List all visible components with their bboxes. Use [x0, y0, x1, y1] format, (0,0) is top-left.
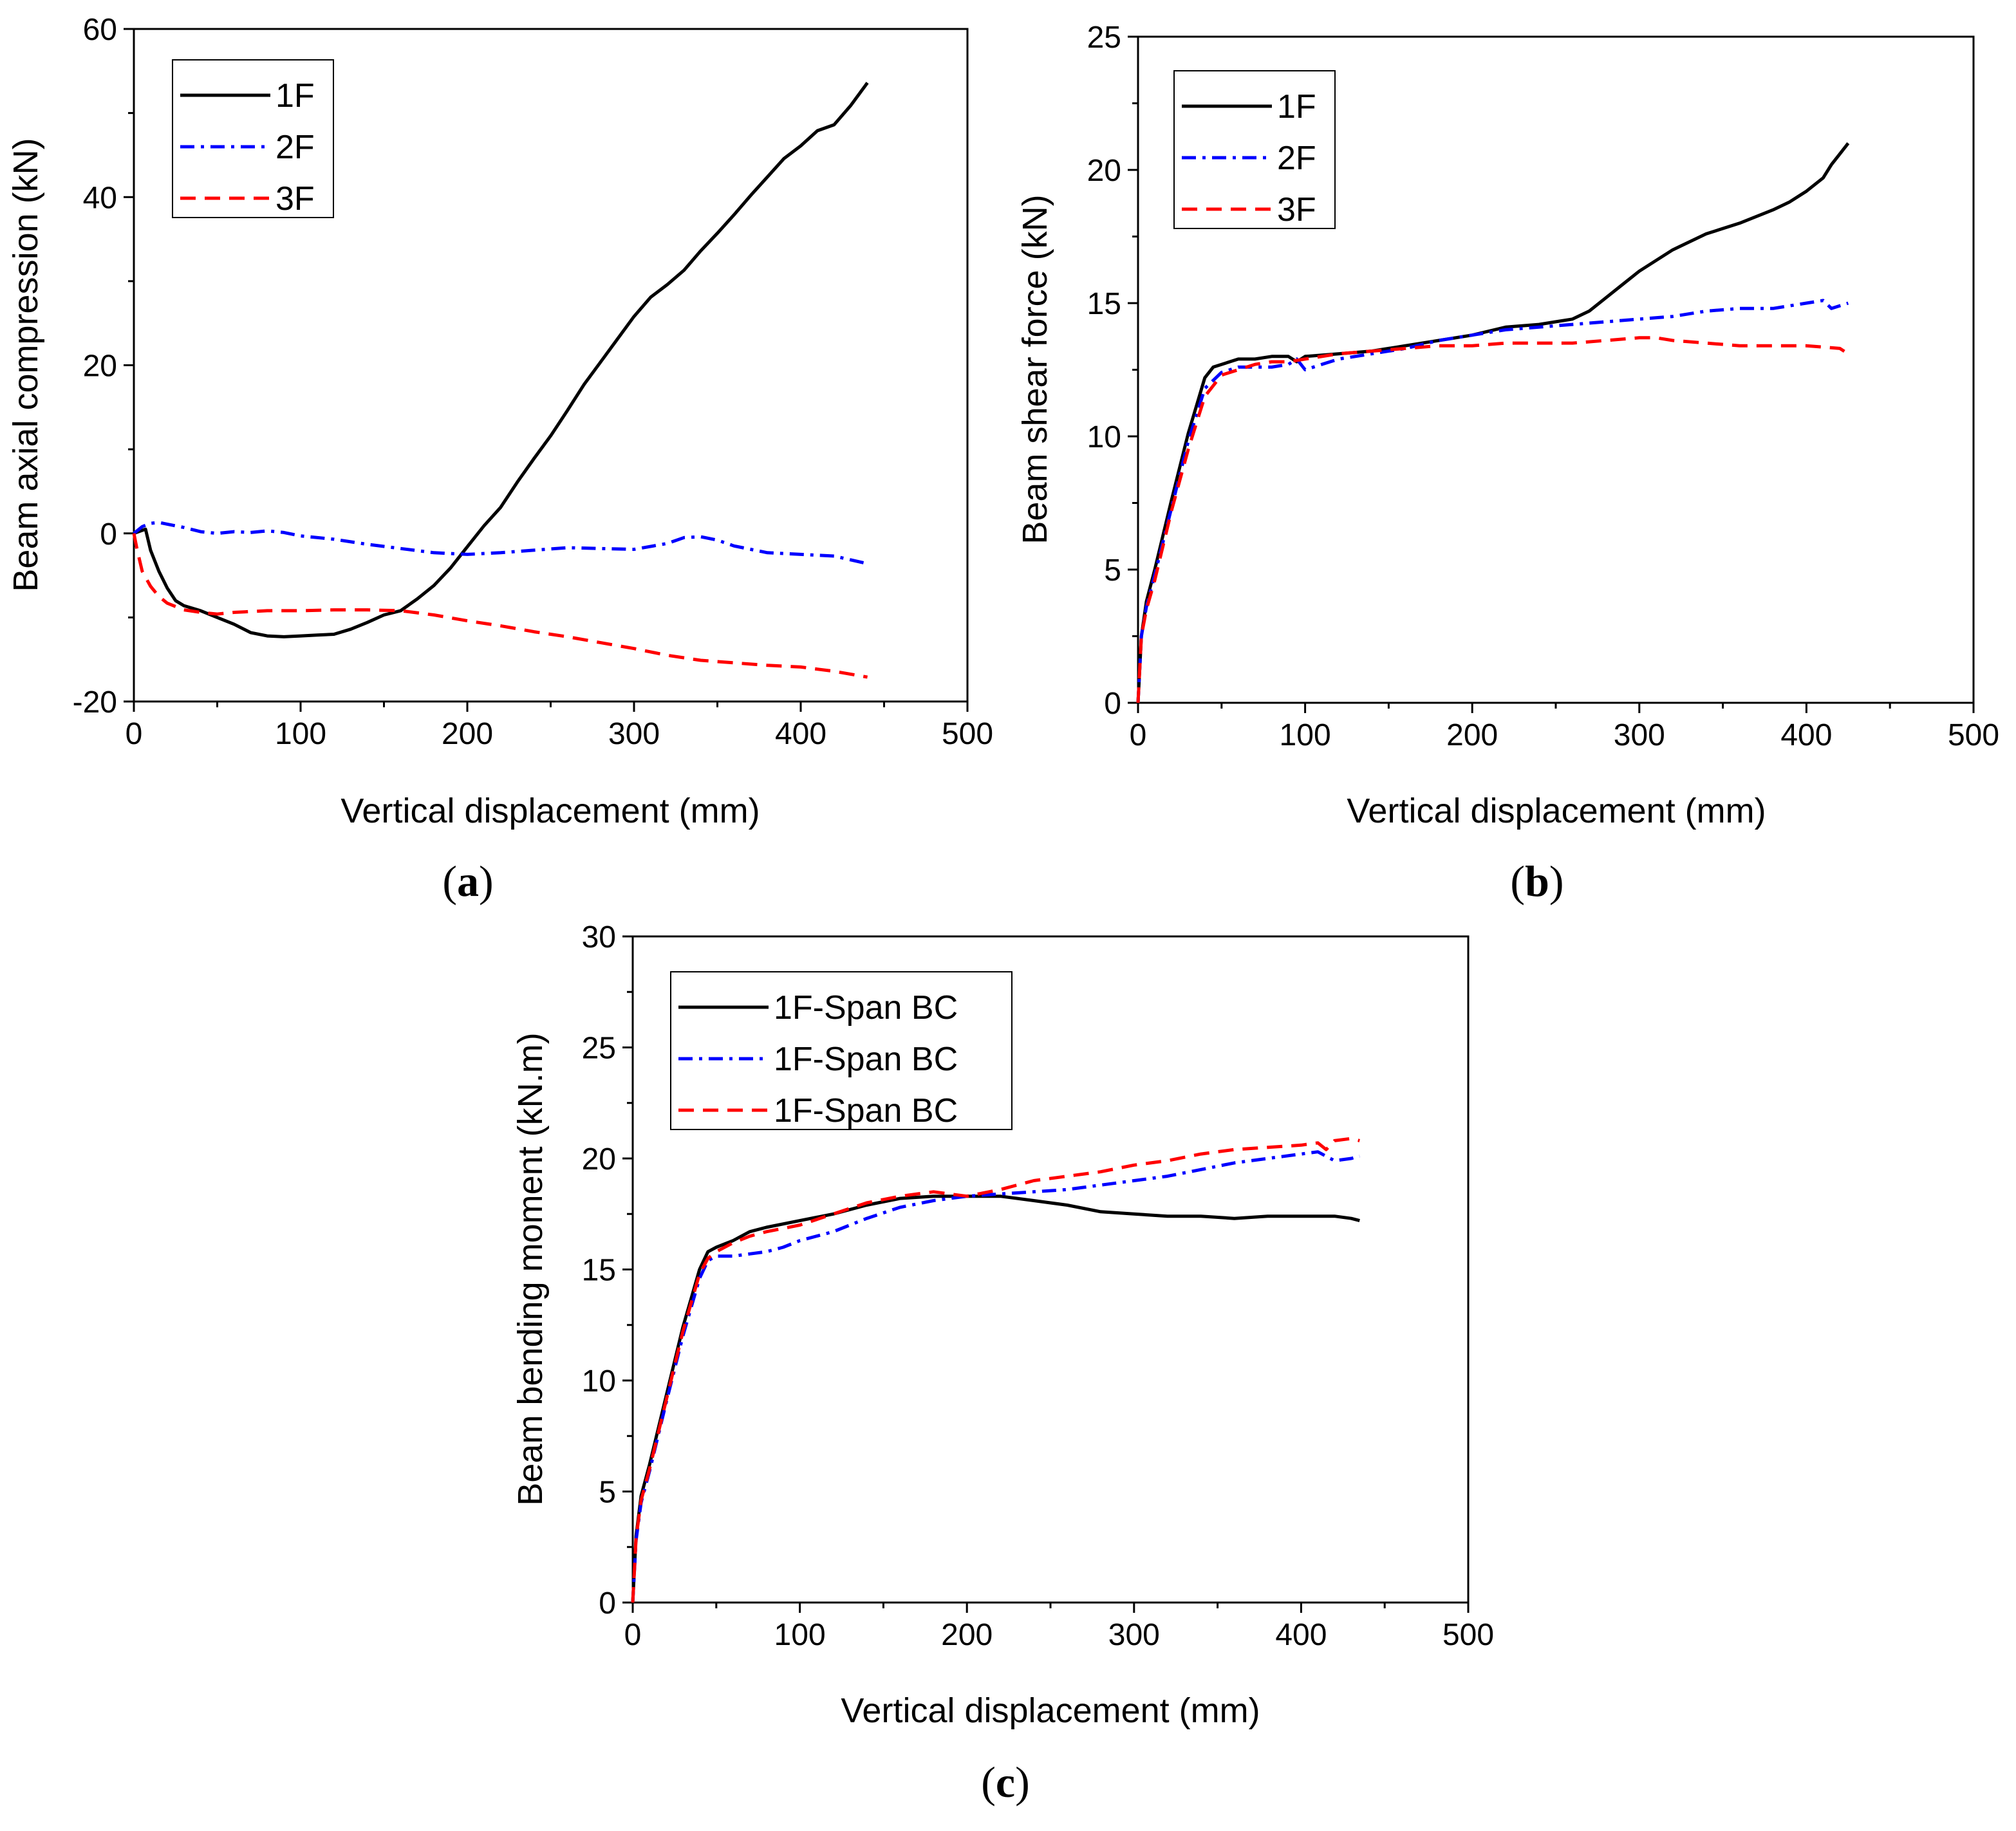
panel-b-ylabel: Beam shear force (kN)	[1016, 194, 1054, 544]
panel-a-xtick-label: 300	[608, 717, 660, 751]
panel-b-xtick-label: 400	[1780, 718, 1832, 752]
panel-c-series-3-line	[631, 1137, 1360, 1603]
panel-c-xtick-label: 100	[774, 1618, 826, 1652]
panel-c-xtick-label: 0	[624, 1618, 642, 1652]
panel-c-xtick-label: 200	[941, 1618, 993, 1652]
panel-c-legend-box	[670, 971, 1013, 1130]
panel-a-ytick-label: 40	[83, 181, 117, 215]
panel-c-ylabel: Beam bending moment (kN.m)	[511, 1032, 550, 1505]
panel-c-xtick-label: 300	[1108, 1618, 1160, 1652]
panel-a-ytick-label: -20	[73, 685, 117, 720]
panel-b-xtick-label: 200	[1446, 718, 1498, 752]
panel-c-ytick-label: 30	[582, 920, 616, 954]
panel-a-xlabel: Vertical displacement (mm)	[341, 792, 760, 830]
panel-c-yticks: 0 5 10 15 20 25 30	[582, 920, 633, 1621]
panel-a-letter: a	[457, 857, 479, 906]
panel-c-xtick-label: 400	[1275, 1618, 1327, 1652]
panel-a-series-2-line	[133, 521, 868, 566]
panel-c-ytick-label: 0	[599, 1586, 616, 1621]
panel-a-series	[132, 82, 869, 679]
panel-b-series	[1136, 142, 1850, 703]
panel-c-ytick-label: 25	[582, 1032, 616, 1066]
panel-b-legend-label-3: 3F	[1277, 191, 1316, 228]
panel-a-ylabel: Beam axial compression (kN)	[6, 138, 45, 591]
panel-a-label: (a)	[442, 857, 493, 906]
panel-b-legend-label-2: 2F	[1277, 140, 1316, 177]
panel-b-legend-label-1: 1F	[1277, 88, 1316, 125]
panel-a-xtick-label: 0	[126, 717, 143, 751]
panel-b-series-2-line	[1136, 299, 1849, 703]
panel-b-ytick-label: 15	[1087, 287, 1121, 321]
panel-a-legend: 1F 2F 3F	[172, 59, 334, 218]
panel-c-ytick-label: 20	[582, 1142, 616, 1176]
panel-b-ytick-label: 10	[1087, 420, 1121, 454]
panel-a-xtick-label: 200	[442, 717, 493, 751]
panel-c-xticks: 0 100 200 300 400 500	[624, 1603, 1494, 1652]
panel-b-xtick-label: 0	[1130, 718, 1147, 752]
panel-b-legend: 1F 2F 3F	[1173, 70, 1336, 229]
panel-b-xticks: 0 100 200 300 400 500	[1130, 703, 1999, 752]
panel-c-legend-label-1: 1F-Span BC	[774, 989, 958, 1027]
panel-b-xtick-label: 300	[1614, 718, 1665, 752]
panel-c-ytick-label: 10	[582, 1364, 616, 1399]
panel-b-series-1-line	[1136, 142, 1850, 703]
panel-b-label: (b)	[1510, 857, 1563, 906]
panel-b-series-3-line	[1136, 336, 1849, 703]
panel-c-ytick-label: 15	[582, 1254, 616, 1288]
panel-a-legend-label-3: 3F	[275, 180, 315, 218]
panel-c-xtick-label: 500	[1442, 1618, 1494, 1652]
panel-c-xlabel: Vertical displacement (mm)	[841, 1691, 1260, 1730]
panel-a-legend-label-2: 2F	[275, 129, 315, 166]
panel-a-xtick-label: 500	[942, 717, 993, 751]
panel-c-legend: 1F-Span BC 1F-Span BC 1F-Span BC	[670, 971, 1013, 1130]
panel-b-legend-box	[1173, 70, 1336, 229]
panel-a-legend-label-1: 1F	[275, 77, 315, 115]
panel-b-xtick-label: 100	[1280, 718, 1331, 752]
panel-a-legend-box	[172, 59, 334, 218]
panel-b-legend-entries: 1F 2F 3F	[1182, 88, 1316, 228]
panel-c-legend-entries: 1F-Span BC 1F-Span BC 1F-Span BC	[678, 989, 958, 1129]
panel-b-xlabel: Vertical displacement (mm)	[1347, 792, 1766, 830]
panel-a-ytick-label: 0	[100, 517, 117, 552]
panel-a-yticks: -20 0 20 40 60	[73, 13, 134, 720]
panel-b-ytick-label: 5	[1104, 553, 1121, 588]
panel-c: 0 100 200 300 400 500 0 5 10 15 20 25 30 Vertical d…	[511, 920, 1494, 1807]
panel-b-ytick-label: 20	[1087, 154, 1121, 188]
panel-a-ytick-label: 20	[83, 349, 117, 384]
panel-a-series-1-line	[133, 82, 869, 638]
panel-a-xtick-label: 100	[275, 717, 326, 751]
panel-b-letter: b	[1525, 857, 1549, 906]
panel-b-xtick-label: 500	[1948, 718, 1999, 752]
panel-c-series-2-line	[631, 1150, 1360, 1603]
panel-c-series	[631, 1137, 1360, 1603]
panel-c-ytick-label: 5	[599, 1476, 616, 1510]
panel-a-legend-entries: 1F 2F 3F	[180, 77, 315, 218]
panel-a: 0 100 200 300 400 500 -20 0 20 40 60 Vertical dis…	[6, 13, 993, 906]
panel-b-ytick-label: 25	[1087, 21, 1121, 55]
panel-b-yticks: 0 5 10 15 20 25	[1087, 21, 1138, 721]
panel-a-ytick-label: 60	[83, 13, 117, 47]
panel-a-xticks: 0 100 200 300 400 500	[126, 702, 993, 751]
panel-c-legend-label-3: 1F-Span BC	[774, 1092, 958, 1129]
panel-a-series-3-line	[132, 533, 868, 679]
panel-c-legend-label-2: 1F-Span BC	[774, 1041, 958, 1078]
panel-b: 0 100 200 300 400 500 0 5 10 15 20 25 Vertical dis…	[1016, 21, 1999, 906]
panel-a-xtick-label: 400	[775, 717, 826, 751]
panel-c-letter: c	[996, 1758, 1015, 1807]
panel-c-label: (c)	[981, 1758, 1030, 1807]
panel-b-ytick-label: 0	[1104, 687, 1121, 721]
